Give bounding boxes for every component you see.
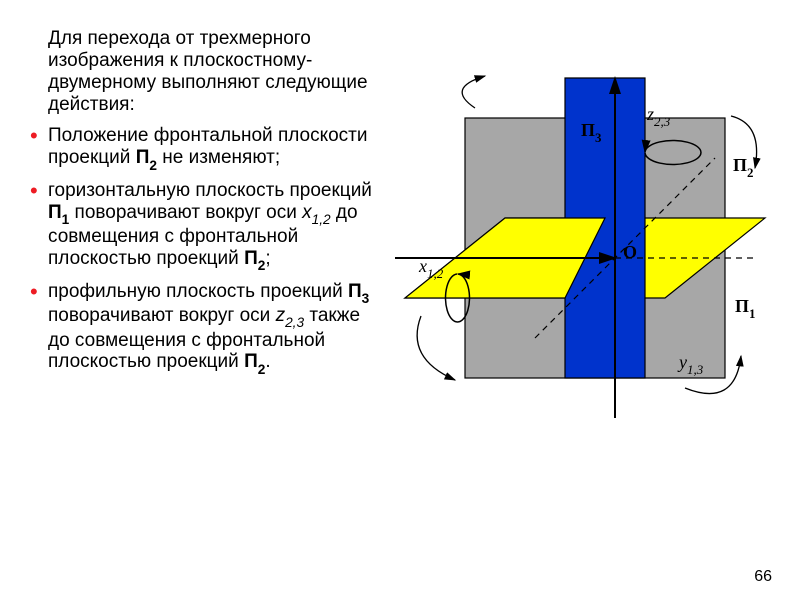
list-item: Положение фронтальной плоскости проекций… bbox=[30, 125, 380, 171]
label-origin: O bbox=[623, 242, 637, 263]
list-item: горизонтальную плоскость проекций П1 пов… bbox=[30, 180, 380, 273]
label-y13: y1,3 bbox=[679, 352, 703, 377]
bullet-list: Положение фронтальной плоскости проекций… bbox=[30, 125, 380, 376]
label-p2: П2 bbox=[733, 155, 754, 180]
intro-text: Для перехода от трехмерного изображения … bbox=[48, 28, 380, 115]
page-number: 66 bbox=[754, 568, 772, 586]
label-x12: x1,2 bbox=[419, 256, 443, 281]
label-p1: П1 bbox=[735, 296, 756, 321]
label-p3: П3 bbox=[581, 120, 602, 145]
projection-diagram: П3 П2 П1 z2,3 x1,2 y1,3 O bbox=[385, 58, 785, 458]
label-z23: z2,3 bbox=[647, 104, 670, 129]
list-item: профильную плоскость проекций П3 поворач… bbox=[30, 281, 380, 376]
